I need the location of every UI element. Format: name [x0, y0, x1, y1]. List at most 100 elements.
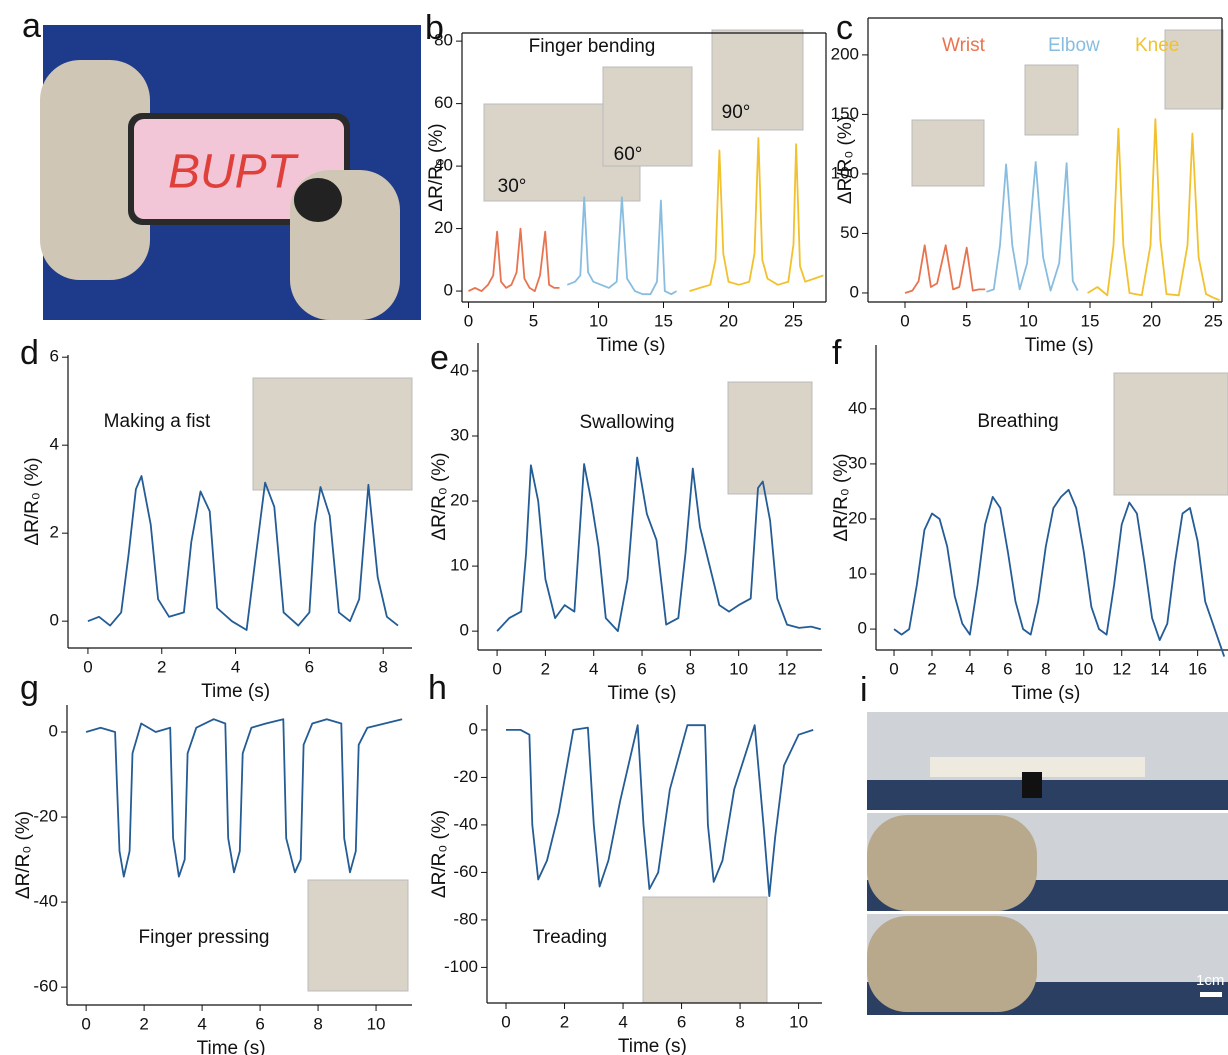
y-tick-label: 6	[50, 347, 59, 366]
inset-photo	[1025, 65, 1078, 135]
data-line	[986, 162, 1077, 292]
x-tick-label: 0	[900, 311, 909, 330]
y-tick-label: 200	[831, 44, 859, 63]
x-axis-label: Time (s)	[1011, 683, 1080, 704]
y-tick-label: 0	[49, 721, 58, 740]
y-tick-label: -20	[453, 767, 478, 786]
annotation: Finger bending	[529, 36, 656, 57]
annotation: 90°	[722, 102, 751, 123]
x-tick-label: 10	[1074, 659, 1093, 678]
annotation: Breathing	[977, 411, 1058, 432]
data-line	[469, 229, 560, 292]
legend-label: Knee	[1135, 35, 1179, 56]
y-axis-label: ΔR/R₀ (%)	[429, 810, 450, 898]
x-tick-label: 10	[789, 1012, 808, 1031]
panel-letter: f	[832, 334, 842, 372]
panel-letter: a	[22, 7, 41, 45]
inset-photo	[912, 120, 984, 186]
fingertip	[294, 178, 342, 222]
inset-photo	[1114, 373, 1228, 495]
legend-label: Wrist	[942, 35, 986, 56]
y-tick-label: -20	[33, 807, 58, 826]
y-tick-label: -80	[453, 909, 478, 928]
x-tick-label: 0	[81, 1014, 90, 1033]
y-tick-label: 20	[434, 218, 453, 237]
y-tick-label: 30	[450, 425, 469, 444]
data-line	[905, 245, 985, 293]
x-tick-label: 2	[927, 659, 936, 678]
annotation: Swallowing	[579, 412, 674, 433]
y-tick-label: 0	[858, 619, 867, 638]
x-tick-label: 20	[719, 311, 738, 330]
y-tick-label: 60	[434, 93, 453, 112]
x-tick-label: 8	[378, 657, 387, 676]
annotation: 60°	[614, 144, 643, 165]
x-tick-label: 25	[784, 311, 803, 330]
x-tick-label: 16	[1188, 659, 1207, 678]
y-axis-label: ΔR/R₀ (%)	[13, 811, 34, 899]
x-axis-label: Time (s)	[618, 1036, 687, 1055]
x-tick-label: 2	[560, 1012, 569, 1031]
x-tick-label: 15	[654, 311, 673, 330]
panel-letter: e	[430, 339, 449, 377]
x-tick-label: 10	[589, 311, 608, 330]
x-tick-label: 5	[962, 311, 971, 330]
x-tick-label: 6	[255, 1014, 264, 1033]
x-tick-label: 4	[618, 1012, 627, 1031]
y-axis-label: ΔR/R₀ (%)	[831, 453, 852, 541]
y-axis-label: ΔR/R₀ (%)	[835, 116, 856, 204]
y-tick-label: 10	[848, 564, 867, 583]
y-axis-label: ΔR/R₀ (%)	[22, 457, 43, 545]
x-tick-label: 2	[541, 659, 550, 678]
panel-letter: g	[20, 669, 39, 707]
y-tick-label: 0	[444, 281, 453, 300]
x-tick-label: 4	[231, 657, 240, 676]
x-tick-label: 5	[529, 311, 538, 330]
y-tick-label: -40	[33, 892, 58, 911]
y-tick-label: -60	[33, 977, 58, 996]
y-tick-label: 40	[450, 360, 469, 379]
y-tick-label: 50	[840, 223, 859, 242]
scale-bar-label: 1cm	[1196, 972, 1224, 989]
x-tick-label: 15	[1081, 311, 1100, 330]
x-tick-label: 12	[1112, 659, 1131, 678]
x-axis-label: Time (s)	[1025, 335, 1094, 356]
x-tick-label: 4	[197, 1014, 206, 1033]
x-tick-label: 8	[313, 1014, 322, 1033]
inset-photo	[728, 382, 812, 494]
inset-photo	[643, 897, 767, 1003]
y-axis-label: ΔR/R₀ (%)	[426, 123, 447, 211]
x-tick-label: 8	[686, 659, 695, 678]
data-line	[88, 476, 398, 630]
x-tick-label: 6	[305, 657, 314, 676]
x-tick-label: 6	[637, 659, 646, 678]
x-tick-label: 6	[677, 1012, 686, 1031]
legend-label: Elbow	[1048, 35, 1100, 56]
x-tick-label: 20	[1142, 311, 1161, 330]
data-line	[894, 490, 1224, 657]
annotation: Treading	[533, 927, 607, 948]
x-tick-label: 2	[157, 657, 166, 676]
data-line	[1088, 119, 1220, 300]
weight	[1022, 772, 1042, 798]
x-tick-label: 12	[778, 659, 797, 678]
panel-letter: c	[836, 9, 853, 47]
x-axis-label: Time (s)	[608, 683, 677, 704]
inset-photo	[253, 378, 412, 490]
y-tick-label: 40	[848, 398, 867, 417]
figure: BUPT a 1cm i 0510152025020406080Time (s)…	[0, 0, 1228, 1055]
y-axis-label: ΔR/R₀ (%)	[429, 452, 450, 540]
panel-letter: h	[428, 669, 447, 707]
panel-letter: d	[20, 334, 39, 372]
x-tick-label: 14	[1150, 659, 1169, 678]
y-tick-label: -100	[444, 957, 478, 976]
x-tick-label: 10	[367, 1014, 386, 1033]
panel-letter: i	[860, 671, 868, 709]
x-tick-label: 6	[1003, 659, 1012, 678]
x-tick-label: 8	[735, 1012, 744, 1031]
data-line	[690, 138, 824, 291]
x-axis-label: Time (s)	[597, 335, 666, 356]
hand	[867, 916, 1037, 1012]
annotation: 30°	[498, 176, 527, 197]
x-tick-label: 4	[965, 659, 974, 678]
